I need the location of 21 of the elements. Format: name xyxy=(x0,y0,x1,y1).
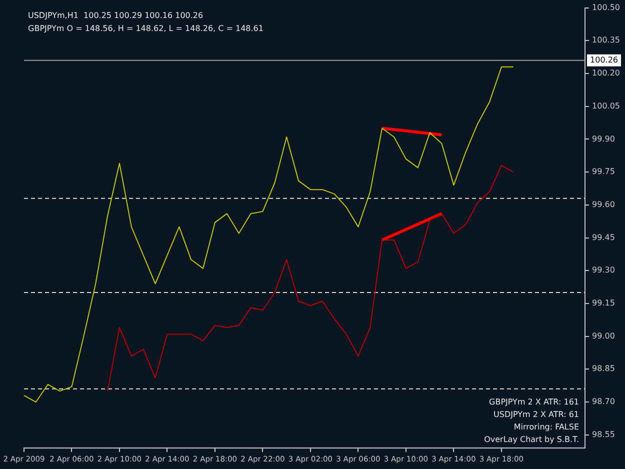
y-tick-label: 100.05 xyxy=(592,101,620,110)
y-tick-label: 100.20 xyxy=(592,68,620,78)
y-tick-label: 99.30 xyxy=(592,266,615,275)
y-tick-label: 99.75 xyxy=(592,167,615,176)
y-tick-label: 98.85 xyxy=(592,364,615,374)
y-tick-label: 98.70 xyxy=(592,397,615,406)
annotation: USDJPYm 2 X ATR: 61 xyxy=(494,410,580,420)
annotation: GBPJPYm 2 X ATR: 161 xyxy=(489,398,580,407)
chart-title: USDJPYm,H1 100.25 100.29 100.16 100.26 xyxy=(28,10,204,20)
y-tick-label: 100.50 xyxy=(592,2,620,12)
text: GBPJPYm O = 148.56, H = 148.62, L = 148.26, C = 148.61 xyxy=(28,24,264,33)
annotation: Mirroring: FALSE xyxy=(514,422,580,432)
y-tick-label: 99.60 xyxy=(592,200,615,209)
y-tick-label: 99.00 xyxy=(592,331,615,340)
y-tick-label: 99.45 xyxy=(592,232,615,242)
y-tick-label: 99.15 xyxy=(592,298,615,308)
y-tick-label: 100.35 xyxy=(592,36,620,45)
ref-line-label: 100.26 xyxy=(590,55,618,64)
y-tick-label: 99.90 xyxy=(592,134,615,144)
annotation: OverLay Chart by S.B.T. xyxy=(484,435,580,444)
y-tick-label: 98.55 xyxy=(592,430,615,439)
